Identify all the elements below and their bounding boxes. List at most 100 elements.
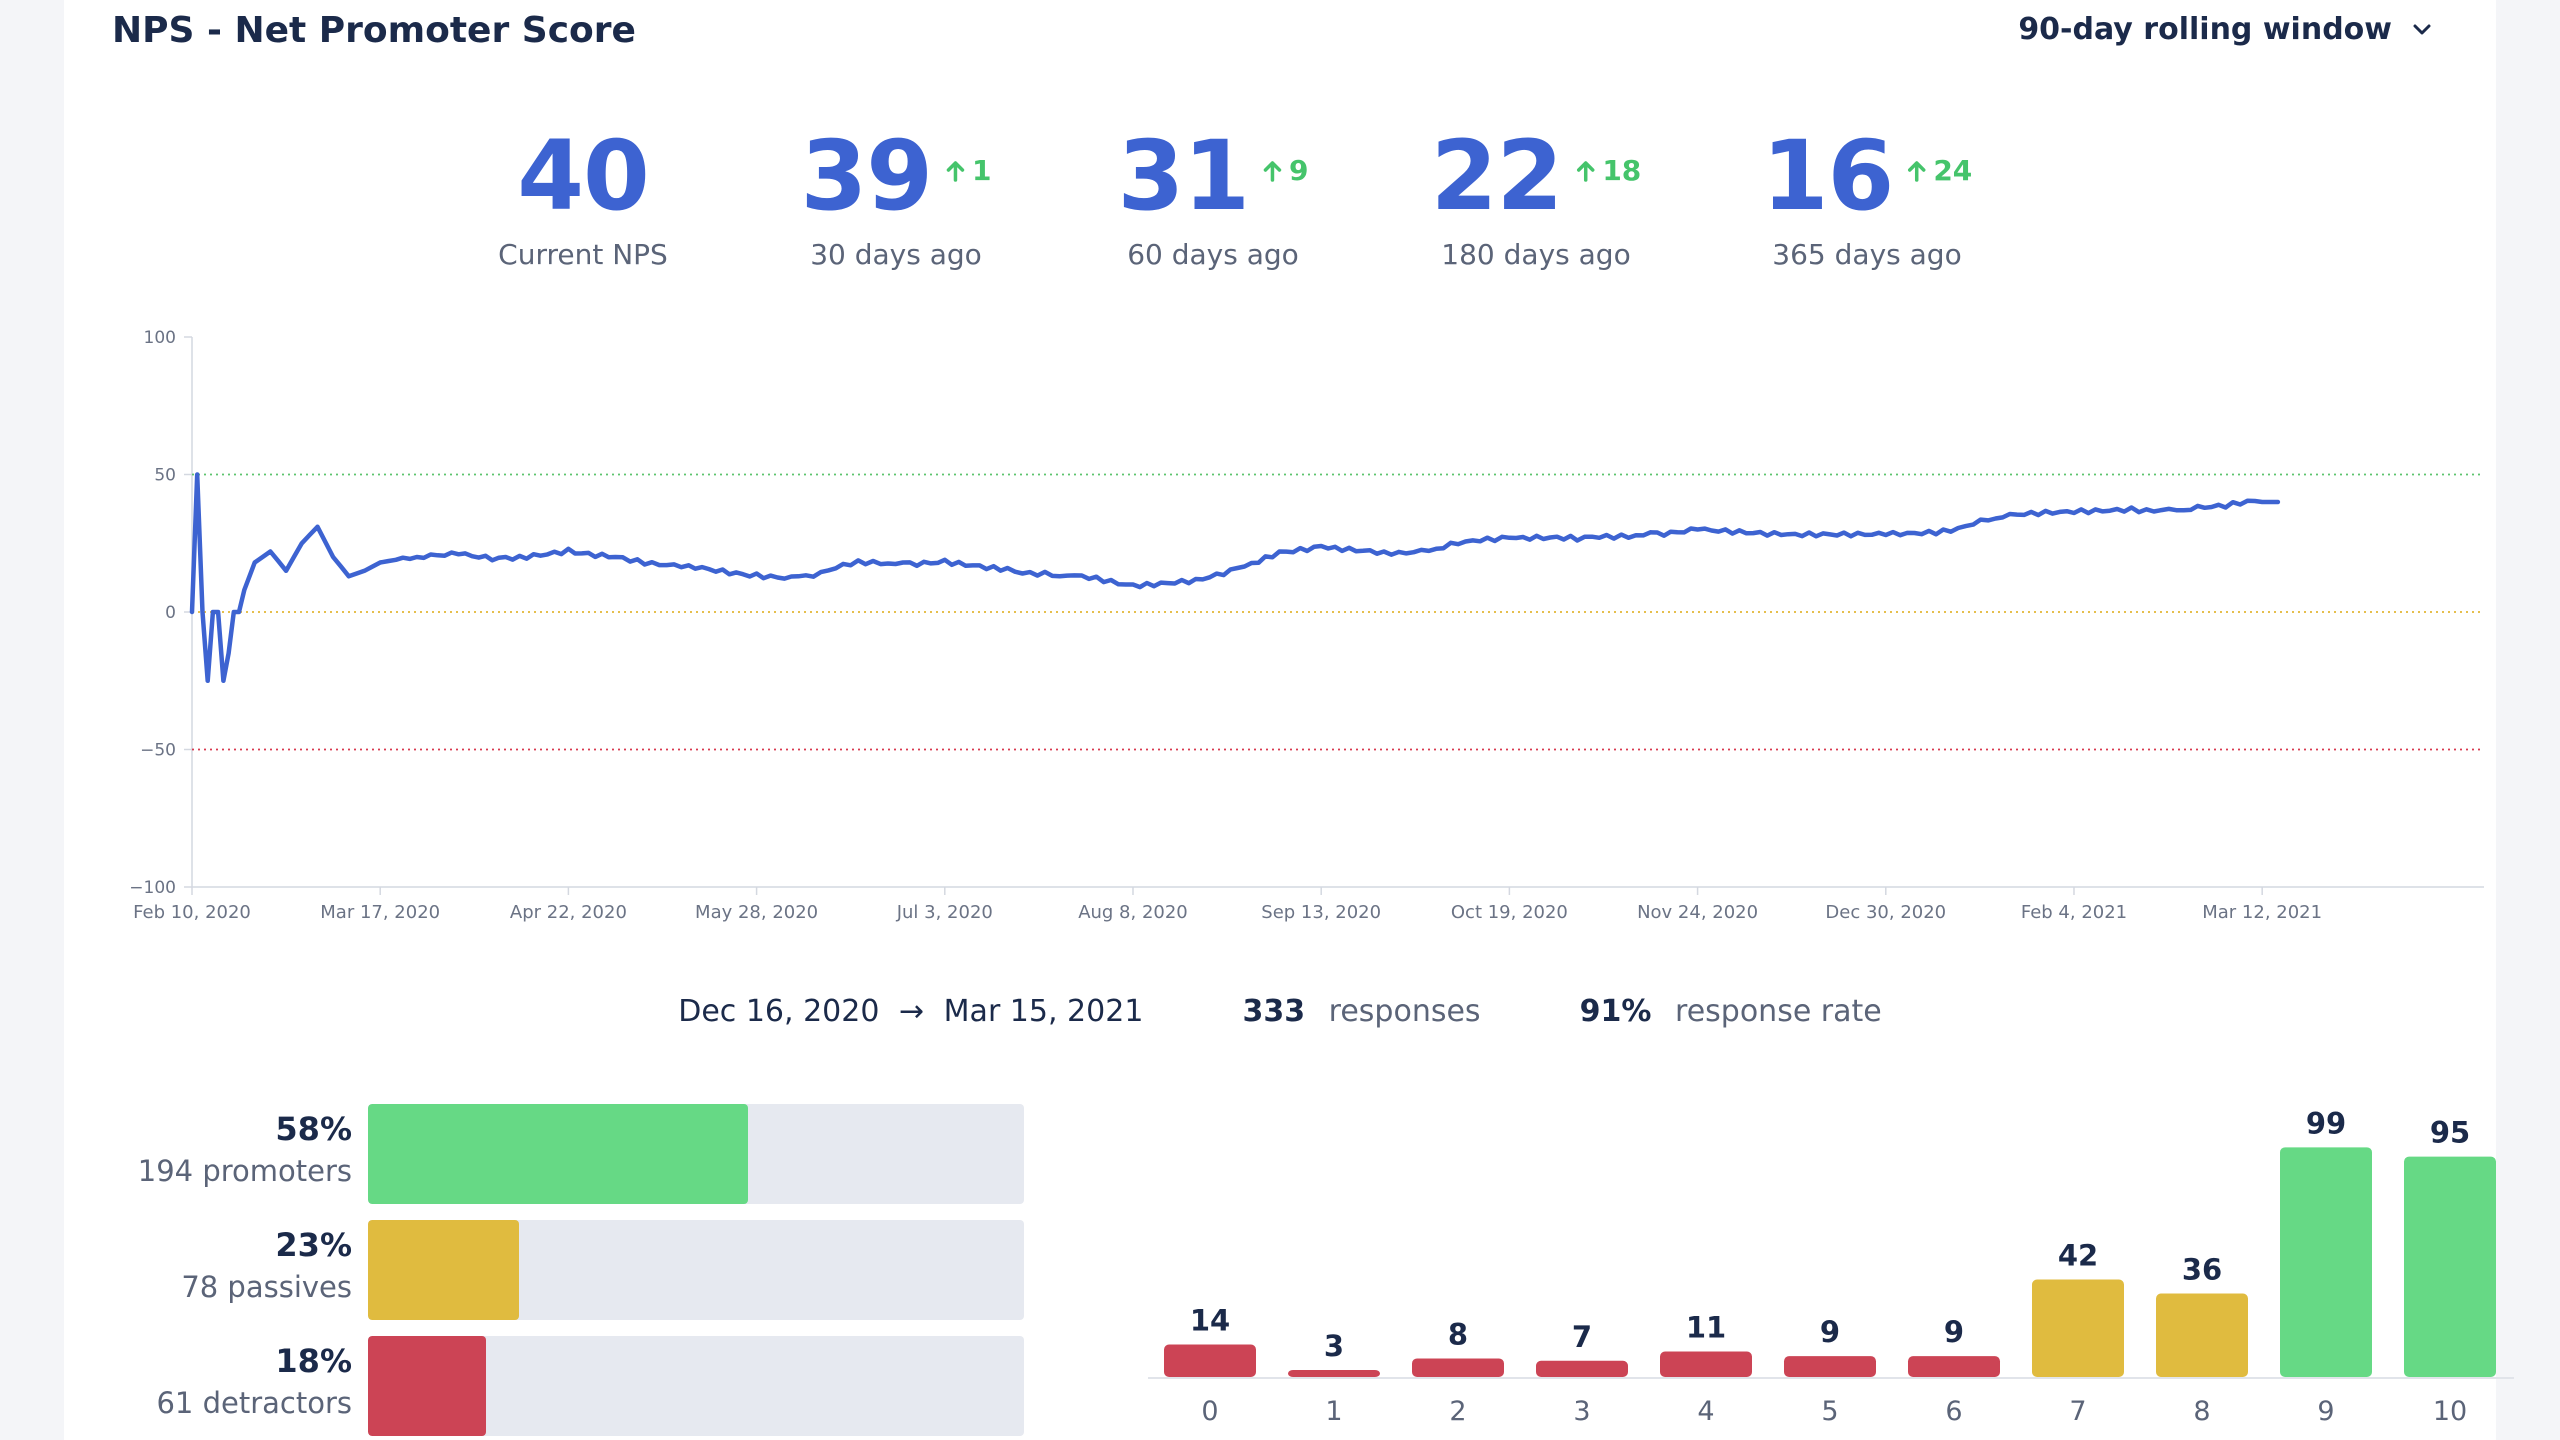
kpi-delta-value: 1 [972,154,992,187]
kpi-4: 16 24 365 days ago [1762,128,1973,271]
kpi-1: 39 1 30 days ago [800,128,991,271]
kpi-3: 22 18 180 days ago [1431,128,1642,271]
bar-category-label: 8 [2193,1396,2210,1427]
kpi-delta-value: 24 [1933,154,1973,187]
summary-start-date: Dec 16, 2020 [678,994,880,1029]
kpi-value: 40 [517,120,650,232]
bar-category-label: 4 [1697,1396,1714,1427]
score-bar-8 [2156,1293,2248,1377]
nps-trend-chart: 100 50 0 −50 −100 Feb 10, 2020 Mar 17, 2020 Apr… [129,328,2484,923]
segment-label: 23% 78 passives [64,1220,352,1320]
kpi-delta: 9 [1263,154,1309,187]
segment-track [368,1104,1024,1204]
chevron-down-icon [2413,24,2431,34]
y-tick-label: 50 [154,466,176,486]
chart-axes: 100 50 0 −50 −100 Feb 10, 2020 Mar 17, 2020 Apr… [129,328,2484,923]
x-tick-label: Jul 3, 2020 [896,902,993,923]
bar-category-label: 10 [2433,1396,2467,1427]
y-tick-label: 0 [165,603,176,623]
segment-count: 194 promoters [137,1154,352,1188]
bar-category-label: 6 [1945,1396,1962,1427]
bar-value-label: 36 [2182,1252,2222,1286]
bar-category-label: 1 [1325,1396,1342,1427]
kpi-delta: 18 [1576,154,1641,187]
bar-value-label: 3 [1324,1329,1344,1363]
bar-value-label: 8 [1448,1317,1468,1351]
x-tick-label: Sep 13, 2020 [1261,902,1381,923]
score-bar-6 [1908,1356,2000,1377]
bar-value-label: 99 [2306,1106,2346,1140]
segment-track [368,1336,1024,1436]
segment-label: 58% 194 promoters [64,1104,352,1204]
score-bar-4 [1660,1351,1752,1377]
kpi-label: 180 days ago [1441,238,1631,271]
bar-category-label: 9 [2317,1396,2334,1427]
kpi-delta: 24 [1907,154,1972,187]
segment-fill [368,1336,486,1436]
arrow-right-icon: → [898,994,925,1029]
segment-percent: 58% [275,1110,352,1148]
bar-value-label: 42 [2058,1239,2098,1273]
score-bar-2 [1412,1358,1504,1377]
bar-category-label: 7 [2069,1396,2086,1427]
summary-end-date: Mar 15, 2021 [943,994,1144,1029]
segment-fill [368,1104,748,1204]
score-bar-3 [1536,1360,1628,1377]
kpi-label: 365 days ago [1772,238,1962,271]
response-rate-value: 91% [1579,994,1652,1029]
bar-category-label: 3 [1573,1396,1590,1427]
bar-value-label: 95 [2430,1116,2470,1150]
kpi-value: 39 [800,120,933,232]
kpi-value: 31 [1117,120,1250,232]
y-tick-label: 100 [144,328,176,348]
bar-value-label: 7 [1572,1320,1592,1354]
arrow-up-icon [946,160,964,182]
segment-percent: 23% [275,1226,352,1264]
rolling-window-dropdown[interactable]: 90-day rolling window [2018,12,2432,47]
nps-card: NPS - Net Promoter Score 90-day rolling … [64,0,2514,1440]
arrow-up-icon [1263,160,1281,182]
summary-bar: Dec 16, 2020 → Mar 15, 2021 333 response… [64,994,2496,1029]
y-tick-label: −100 [129,878,176,898]
kpi-2: 31 9 60 days ago [1117,128,1308,271]
responses-count: 333 [1242,994,1306,1029]
bar-category-label: 0 [1201,1396,1218,1427]
kpi-value: 22 [1430,120,1564,232]
kpi-0: 40 Current NPS [498,128,668,271]
score-bar-7 [2032,1279,2124,1377]
kpi-delta-value: 9 [1289,154,1309,187]
score-bar-1 [1288,1370,1380,1377]
score-bar-5 [1784,1356,1876,1377]
kpi-value: 16 [1761,120,1895,232]
y-tick-label: −50 [140,741,176,761]
x-tick-label: Aug 8, 2020 [1078,902,1188,923]
x-tick-label: Dec 30, 2020 [1825,902,1946,923]
x-tick-label: Mar 12, 2021 [2202,902,2322,923]
response-rate-label: response rate [1675,994,1882,1029]
kpi-label: 30 days ago [810,238,982,271]
x-tick-label: May 28, 2020 [695,902,818,923]
rolling-window-label: 90-day rolling window [2018,12,2392,47]
arrow-up-icon [1576,160,1595,182]
score-bar-9 [2280,1147,2372,1377]
bar-value-label: 9 [1944,1315,1964,1349]
x-tick-label: Nov 24, 2020 [1637,902,1758,923]
kpi-label: 60 days ago [1127,238,1299,271]
bar-category-label: 2 [1449,1396,1466,1427]
x-tick-label: Mar 17, 2020 [320,902,440,923]
arrow-up-icon [1907,160,1926,182]
bar-category-label: 5 [1821,1396,1838,1427]
segment-count: 61 detractors [156,1386,352,1420]
kpi-label: Current NPS [498,238,668,271]
x-tick-label: Oct 19, 2020 [1451,902,1568,923]
x-tick-label: Apr 22, 2020 [510,902,627,923]
kpi-delta: 1 [946,154,992,187]
segment-track [368,1220,1024,1320]
segment-percent: 18% [275,1342,352,1380]
bar-value-label: 11 [1686,1310,1726,1344]
page-title: NPS - Net Promoter Score [112,10,636,51]
score-bar-10 [2404,1156,2496,1377]
x-tick-label: Feb 10, 2020 [133,902,251,923]
segment-label: 18% 61 detractors [64,1336,352,1436]
